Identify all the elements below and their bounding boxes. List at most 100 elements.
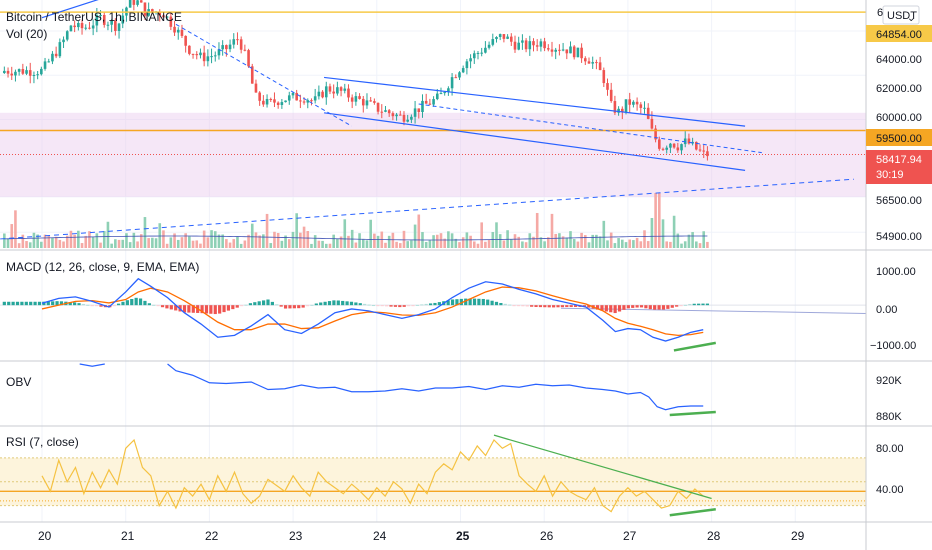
macd-histogram-bar	[600, 305, 604, 311]
candle-body	[321, 91, 324, 98]
volume-bar	[21, 234, 25, 248]
volume-bar	[521, 241, 524, 248]
volume-bar	[291, 231, 295, 248]
candle-body	[202, 52, 206, 62]
candle-body	[398, 114, 402, 116]
candle-body	[587, 61, 591, 64]
rsi-label[interactable]: RSI (7, close)	[6, 435, 79, 449]
volume-bar	[151, 237, 154, 248]
volume-bar	[417, 214, 421, 248]
macd-label[interactable]: MACD (12, 26, close, 9, EMA, EMA)	[6, 260, 199, 274]
candle-body	[361, 98, 365, 106]
currency-selector[interactable]: USDT ⌄	[882, 5, 920, 25]
macd-histogram-bar	[661, 305, 666, 310]
macd-histogram-bar	[261, 300, 266, 306]
volume-bar	[147, 238, 150, 248]
volume-bar	[558, 233, 561, 248]
candle-body	[95, 15, 99, 26]
volume-bar	[550, 213, 554, 248]
volume-bar	[410, 240, 413, 248]
macd-histogram-bar	[666, 305, 670, 309]
volume-bar	[158, 223, 162, 248]
macd-histogram-bar	[538, 305, 543, 308]
candle-body	[117, 23, 121, 31]
candle-body	[572, 46, 576, 58]
volume-bar	[424, 241, 428, 248]
volume-bar	[73, 234, 76, 248]
volume-bar	[632, 240, 635, 248]
candle-body	[236, 39, 239, 41]
macd-histogram-bar	[389, 305, 393, 307]
candle-body	[84, 27, 88, 29]
volume-bar	[236, 236, 239, 248]
volume-bar	[432, 235, 435, 248]
volume-bar	[195, 240, 199, 248]
macd-histogram-bar	[121, 301, 125, 306]
candle-body	[595, 62, 598, 64]
volume-bar	[169, 237, 173, 248]
volume-bar	[406, 241, 409, 248]
candle-body	[698, 149, 702, 151]
volume-label[interactable]: Vol (20)	[6, 27, 47, 41]
candle-body	[661, 148, 665, 150]
macd-histogram-bar	[68, 302, 72, 306]
volume-bar	[25, 241, 28, 248]
candle-body	[491, 39, 495, 45]
candle-body	[513, 41, 517, 50]
volume-bar	[484, 241, 487, 248]
candle-body	[702, 150, 706, 152]
candle-body	[539, 41, 543, 47]
candle-body	[17, 69, 21, 72]
macd-histogram-bar	[90, 305, 94, 307]
candle-body	[484, 47, 487, 53]
candle-body	[228, 44, 232, 50]
time-tick: 22	[205, 529, 219, 543]
candle-body	[432, 99, 435, 105]
macd-histogram-bar	[705, 303, 710, 306]
macd-divergence-line	[673, 341, 717, 352]
macd-tick: −1000.00	[870, 340, 916, 352]
channel-lower	[323, 112, 746, 171]
volume-bar	[691, 232, 694, 248]
candle-body	[624, 99, 628, 112]
candle-body	[609, 89, 613, 102]
macd-histogram-bar	[486, 299, 490, 306]
candle-body	[687, 138, 691, 144]
macd-histogram-bar	[266, 299, 270, 306]
obv-label[interactable]: OBV	[6, 375, 31, 389]
volume-bar	[361, 239, 365, 248]
candle-body	[102, 14, 106, 25]
macd-histogram-bar	[385, 305, 389, 307]
candle-body	[602, 70, 606, 84]
macd-histogram-bar	[367, 304, 371, 306]
macd-histogram-bar	[565, 305, 569, 308]
macd-histogram-bar	[46, 301, 50, 306]
macd-histogram-bar	[679, 305, 683, 307]
macd-histogram-bar	[327, 301, 332, 306]
macd-histogram-bar	[428, 303, 433, 306]
candle-body	[324, 86, 328, 98]
macd-histogram-bar	[688, 303, 692, 306]
candle-body	[498, 34, 502, 38]
time-tick: 20	[38, 529, 52, 543]
volume-bar	[17, 243, 21, 248]
candle-body	[162, 15, 165, 18]
candle-body	[580, 47, 583, 59]
macd-histogram-bar	[499, 302, 503, 306]
macd-histogram-bar	[530, 305, 534, 307]
macd-histogram-bar	[617, 305, 622, 312]
macd-histogram-bar	[209, 305, 213, 314]
volume-bar	[336, 238, 339, 248]
macd-signal-line	[41, 286, 704, 337]
volume-bar	[328, 243, 332, 248]
volume-bar	[702, 231, 706, 248]
volume-bar	[77, 230, 80, 248]
volume-bar	[95, 233, 99, 248]
candle-body	[269, 98, 273, 100]
symbol-title[interactable]: Bitcoin / TetherUS, 1h, BINANCE	[6, 10, 182, 24]
volume-bar	[114, 239, 117, 248]
candle-body	[206, 56, 210, 62]
volume-bar	[324, 243, 328, 248]
macd-histogram-bar	[512, 305, 516, 307]
